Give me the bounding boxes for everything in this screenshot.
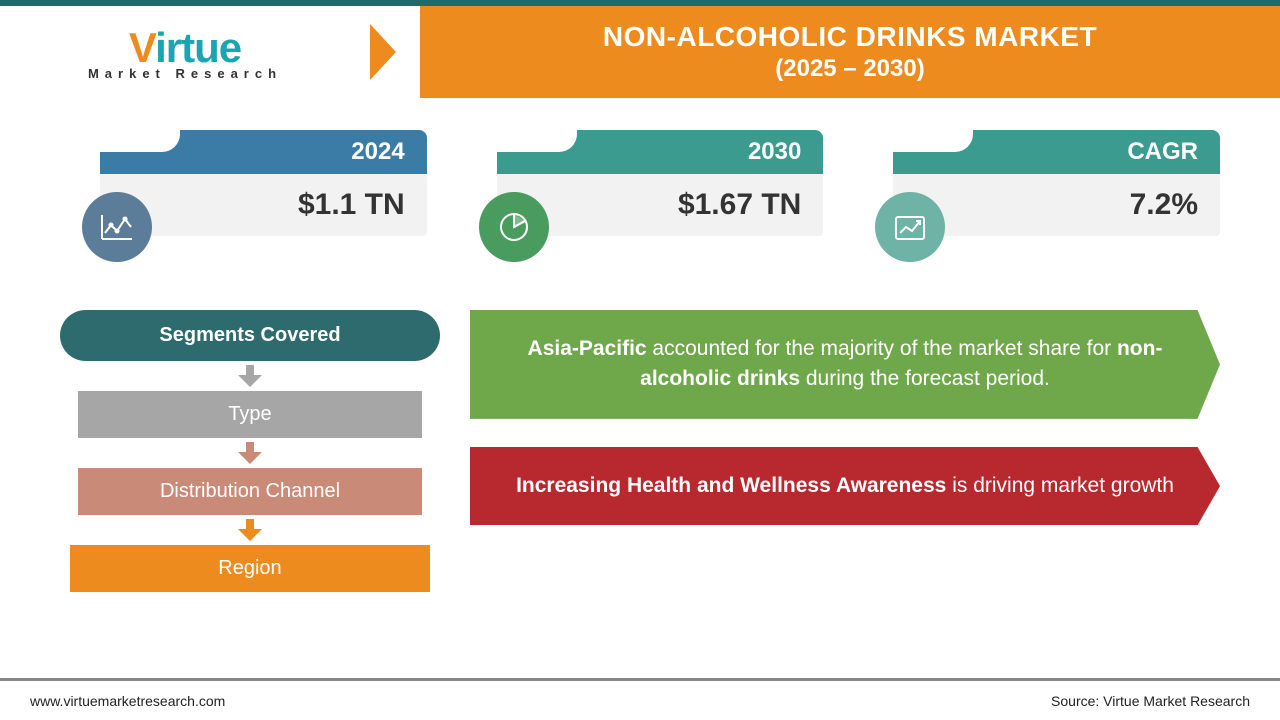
footer-source: Source: Virtue Market Research	[1051, 693, 1250, 709]
pie-icon	[479, 192, 549, 262]
segment-type: Type	[78, 391, 422, 438]
insight-bold: Increasing Health and Wellness Awareness	[516, 474, 946, 497]
logo-box: Virtue Market Research	[0, 6, 370, 98]
insight-bold: Asia-Pacific	[528, 337, 647, 360]
metrics-row: 2024 $1.1 TN 2030 $1.67 TN CAGR 7.2%	[100, 130, 1220, 236]
chevron-icon	[370, 6, 420, 98]
segment-distribution: Distribution Channel	[78, 468, 422, 515]
metric-card-2024: 2024 $1.1 TN	[100, 130, 427, 236]
arrow-down-icon	[60, 361, 440, 391]
logo-v: V	[129, 24, 155, 71]
insight-text: during the forecast period.	[800, 367, 1050, 390]
metric-card-2030: 2030 $1.67 TN	[497, 130, 824, 236]
page-title: NON-ALCOHOLIC DRINKS MARKET	[603, 21, 1097, 53]
segments-column: Segments Covered Type Distribution Chann…	[60, 310, 440, 650]
logo-text: Virtue	[129, 24, 241, 72]
logo: Virtue Market Research	[88, 24, 282, 81]
metric-card-cagr: CAGR 7.2%	[893, 130, 1220, 236]
lower-section: Segments Covered Type Distribution Chann…	[60, 310, 1220, 650]
arrow-down-icon	[60, 438, 440, 468]
insight-region: Asia-Pacific accounted for the majority …	[470, 310, 1220, 419]
insights-column: Asia-Pacific accounted for the majority …	[470, 310, 1220, 650]
growth-icon	[875, 192, 945, 262]
header: Virtue Market Research NON-ALCOHOLIC DRI…	[0, 6, 1280, 98]
footer: www.virtuemarketresearch.com Source: Vir…	[0, 678, 1280, 720]
segment-region: Region	[70, 545, 430, 592]
insight-text: accounted for the majority of the market…	[647, 337, 1117, 360]
footer-url: www.virtuemarketresearch.com	[30, 693, 225, 709]
insight-driver: Increasing Health and Wellness Awareness…	[470, 447, 1220, 525]
logo-subtitle: Market Research	[88, 66, 282, 81]
chart-line-icon	[82, 192, 152, 262]
page-period: (2025 – 2030)	[775, 55, 924, 83]
arrow-down-icon	[60, 515, 440, 545]
insight-text: is driving market growth	[946, 474, 1174, 497]
segments-header: Segments Covered	[60, 310, 440, 361]
title-bar: NON-ALCOHOLIC DRINKS MARKET (2025 – 2030…	[420, 6, 1280, 98]
logo-rest: irtue	[155, 24, 241, 71]
